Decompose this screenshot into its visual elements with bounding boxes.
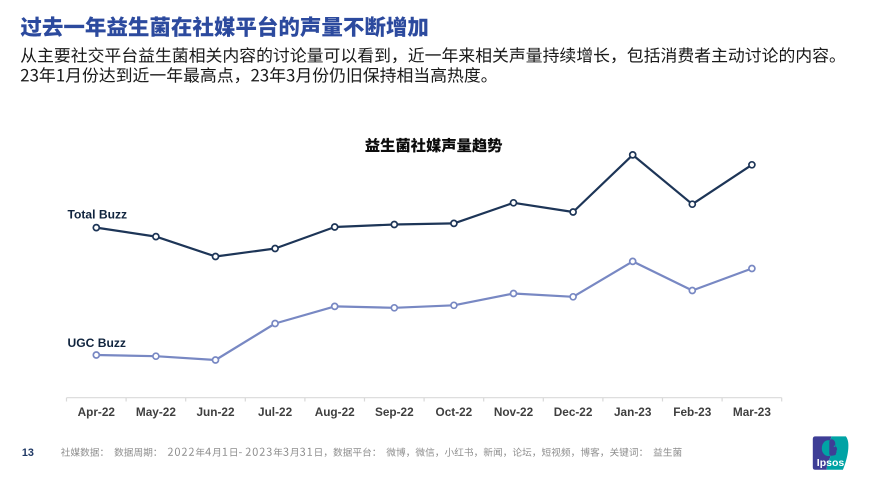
- svg-text:Jan-23: Jan-23: [614, 405, 652, 419]
- svg-text:Jul-22: Jul-22: [258, 405, 293, 419]
- svg-text:Sep-22: Sep-22: [375, 405, 414, 419]
- svg-text:UGC Buzz: UGC Buzz: [68, 336, 126, 350]
- svg-text:Oct-22: Oct-22: [436, 405, 473, 419]
- svg-text:13: 13: [22, 447, 34, 459]
- svg-text:May-22: May-22: [136, 405, 176, 419]
- svg-text:Jun-22: Jun-22: [196, 405, 234, 419]
- svg-text:Nov-22: Nov-22: [494, 405, 534, 419]
- svg-text:Dec-22: Dec-22: [554, 405, 593, 419]
- svg-text:Aug-22: Aug-22: [315, 405, 355, 419]
- svg-text:Ipsos: Ipsos: [817, 457, 845, 469]
- svg-text:Mar-23: Mar-23: [733, 405, 771, 419]
- svg-text:Total Buzz: Total Buzz: [68, 207, 128, 221]
- svg-text:Apr-22: Apr-22: [78, 405, 116, 419]
- svg-text:Feb-23: Feb-23: [673, 405, 711, 419]
